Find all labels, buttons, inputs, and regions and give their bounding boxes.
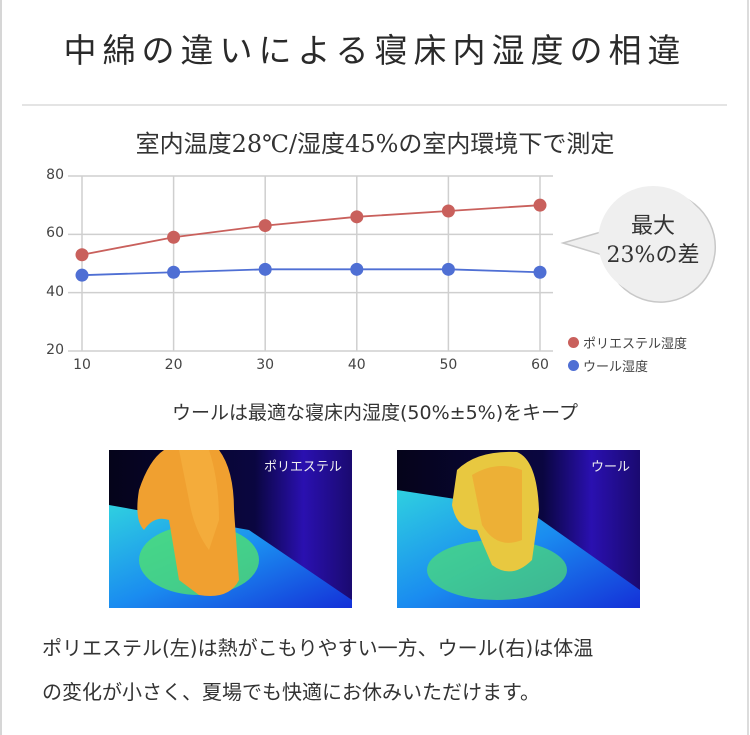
legend-label: ウール湿度 [583, 360, 649, 375]
page-title: 中綿の違いによる寝床内湿度の相違 [63, 31, 687, 70]
data-point [258, 262, 272, 276]
data-point [75, 248, 89, 262]
footer-line-1: ポリエステル(左)は熱がこもりやすい一方、ウール(右)は体温 [42, 636, 594, 660]
series-line [81, 204, 541, 256]
x-tick-label: 60 [531, 357, 549, 373]
data-point [441, 262, 455, 276]
data-point [75, 268, 89, 282]
callout-bubble: 最大 23%の差 [598, 186, 708, 296]
data-point [167, 265, 181, 279]
frame-right-border [747, 0, 749, 735]
thermal-graphic [397, 450, 640, 608]
frame-left-border [0, 0, 2, 735]
legend-item-polyester: ポリエステル湿度 [568, 333, 687, 352]
data-point [167, 230, 181, 244]
thermal-image-wool: ウール [397, 450, 640, 608]
data-point [350, 210, 364, 224]
data-point [258, 219, 272, 233]
x-tick-label: 40 [347, 357, 366, 373]
x-tick-label: 10 [73, 357, 91, 373]
title-divider [22, 104, 727, 106]
x-tick-label: 30 [256, 357, 275, 373]
legend-item-wool: ウール湿度 [568, 356, 648, 375]
callout-line1: 最大 [630, 214, 675, 239]
data-point [533, 198, 547, 212]
y-tick-label: 80 [46, 167, 64, 183]
y-tick-label: 20 [46, 342, 64, 358]
blue-dot-icon [568, 360, 579, 371]
data-point [533, 265, 547, 279]
footer-line-2: の変化が小さく、夏場でも快適にお休みいただけます。 [42, 680, 540, 704]
legend-label: ポリエステル湿度 [583, 337, 688, 352]
chart-subtitle: 室内温度28℃/湿度45%の室内環境下で測定 [135, 130, 615, 158]
red-dot-icon [568, 337, 579, 348]
series-line [81, 268, 541, 277]
image-label: ポリエステル [263, 460, 342, 475]
y-tick-label: 60 [46, 225, 64, 242]
chart-plot-area [68, 175, 716, 352]
data-point [441, 204, 455, 218]
y-tick-label: 40 [46, 283, 64, 300]
callout-line2: 23%の差 [606, 243, 700, 268]
image-label: ウール [590, 460, 630, 475]
x-tick-label: 20 [164, 357, 183, 373]
humidity-line-chart: 80 60 40 20 10 20 30 40 50 60 [0, 160, 750, 385]
wool-caption: ウールは最適な寝床内湿度(50%±5%)をキープ [172, 402, 578, 424]
thermal-image-polyester: ポリエステル [109, 450, 352, 608]
thermal-graphic [109, 450, 352, 608]
x-tick-label: 50 [439, 357, 458, 373]
footer-description: ポリエステル(左)は熱がこもりやすい一方、ウール(右)は体温 の変化が小さく、夏… [42, 626, 722, 714]
data-point [350, 262, 364, 276]
